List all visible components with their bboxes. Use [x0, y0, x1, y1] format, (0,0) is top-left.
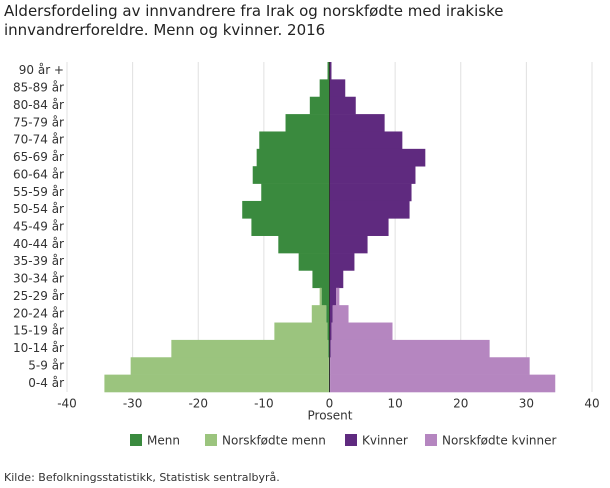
bar: [329, 218, 389, 236]
bar: [329, 131, 403, 150]
chart-title: Aldersfordeling av innvandrere fra Irak …: [4, 2, 504, 39]
bar: [285, 114, 330, 132]
y-tick-label: 45-49 år: [13, 220, 64, 234]
bar: [329, 322, 332, 341]
y-tick-label: 50-54 år: [13, 202, 64, 216]
bar: [330, 339, 490, 358]
legend-swatch: [130, 434, 142, 446]
bar: [104, 374, 329, 393]
bar: [327, 62, 330, 80]
bar: [251, 218, 330, 236]
bar: [332, 305, 349, 323]
legend-label: Norskfødte kvinner: [442, 434, 557, 448]
bar: [312, 270, 330, 289]
bar: [329, 62, 332, 80]
x-tick-label: 30: [519, 397, 534, 411]
y-tick-label: 5-9 år: [28, 358, 64, 372]
source: Kilde: Befolkningsstatistikk, Statistisk…: [4, 471, 280, 484]
bar: [319, 79, 330, 98]
y-tick-label: 20-24 år: [13, 306, 64, 320]
legend-label: Kvinner: [362, 434, 408, 448]
bar: [329, 148, 426, 167]
bar: [326, 305, 330, 323]
y-tick-label: 70-74 år: [13, 133, 64, 147]
bar: [309, 96, 330, 115]
x-tick-label: -20: [188, 397, 208, 411]
y-tick-label: 85-89 år: [13, 81, 64, 95]
y-tick-label: 75-79 år: [13, 115, 64, 129]
bar: [259, 131, 330, 150]
bar: [321, 287, 330, 306]
legend-swatch: [425, 434, 437, 446]
bar: [261, 183, 330, 202]
bar: [171, 339, 329, 358]
bar: [329, 200, 410, 219]
bar: [242, 200, 330, 219]
x-tick-label: -40: [57, 397, 77, 411]
y-tick-label: 60-64 år: [13, 167, 64, 181]
bar: [330, 374, 556, 393]
x-axis-label: Prosent: [308, 409, 353, 423]
bar: [252, 166, 330, 184]
bar: [319, 287, 322, 306]
bar: [278, 235, 330, 254]
y-tick-label: 0-4 år: [28, 376, 64, 390]
bar: [328, 339, 330, 358]
y-tick-label: 55-59 år: [13, 185, 64, 199]
bar: [336, 287, 340, 306]
bar: [329, 79, 346, 98]
bar: [256, 148, 330, 167]
x-tick-label: 0: [326, 397, 334, 411]
bar: [329, 305, 333, 323]
y-tick-label: 90 år +: [19, 63, 64, 77]
bar: [329, 287, 337, 306]
x-tick-label: -10: [254, 397, 274, 411]
y-tick-label: 10-14 år: [13, 341, 64, 355]
y-tick-label: 65-69 år: [13, 150, 64, 164]
bar: [329, 235, 368, 254]
bar: [329, 96, 356, 115]
bar: [329, 253, 355, 271]
y-tick-label: 30-34 år: [13, 272, 64, 286]
bar: [329, 183, 412, 202]
bar: [330, 357, 530, 375]
legend-swatch: [205, 434, 217, 446]
y-tick-label: 40-44 år: [13, 237, 64, 251]
bar: [329, 114, 385, 132]
legend-label: Menn: [147, 434, 180, 448]
bar: [327, 322, 330, 341]
x-tick-label: 40: [584, 397, 599, 411]
bar: [329, 270, 344, 289]
bar: [331, 322, 393, 341]
legend-label: Norskfødte menn: [222, 434, 326, 448]
legend-swatch: [345, 434, 357, 446]
bar: [311, 305, 327, 323]
x-tick-label: -30: [123, 397, 143, 411]
bar: [329, 339, 331, 358]
y-tick-label: 35-39 år: [13, 254, 64, 268]
bar: [329, 166, 416, 184]
x-tick-label: 10: [387, 397, 402, 411]
bar: [130, 357, 329, 375]
y-tick-label: 25-29 år: [13, 289, 64, 303]
bar: [298, 253, 330, 271]
y-tick-label: 15-19 år: [13, 324, 64, 338]
y-tick-label: 80-84 år: [13, 98, 64, 112]
bar: [274, 322, 328, 341]
x-tick-label: 20: [453, 397, 468, 411]
